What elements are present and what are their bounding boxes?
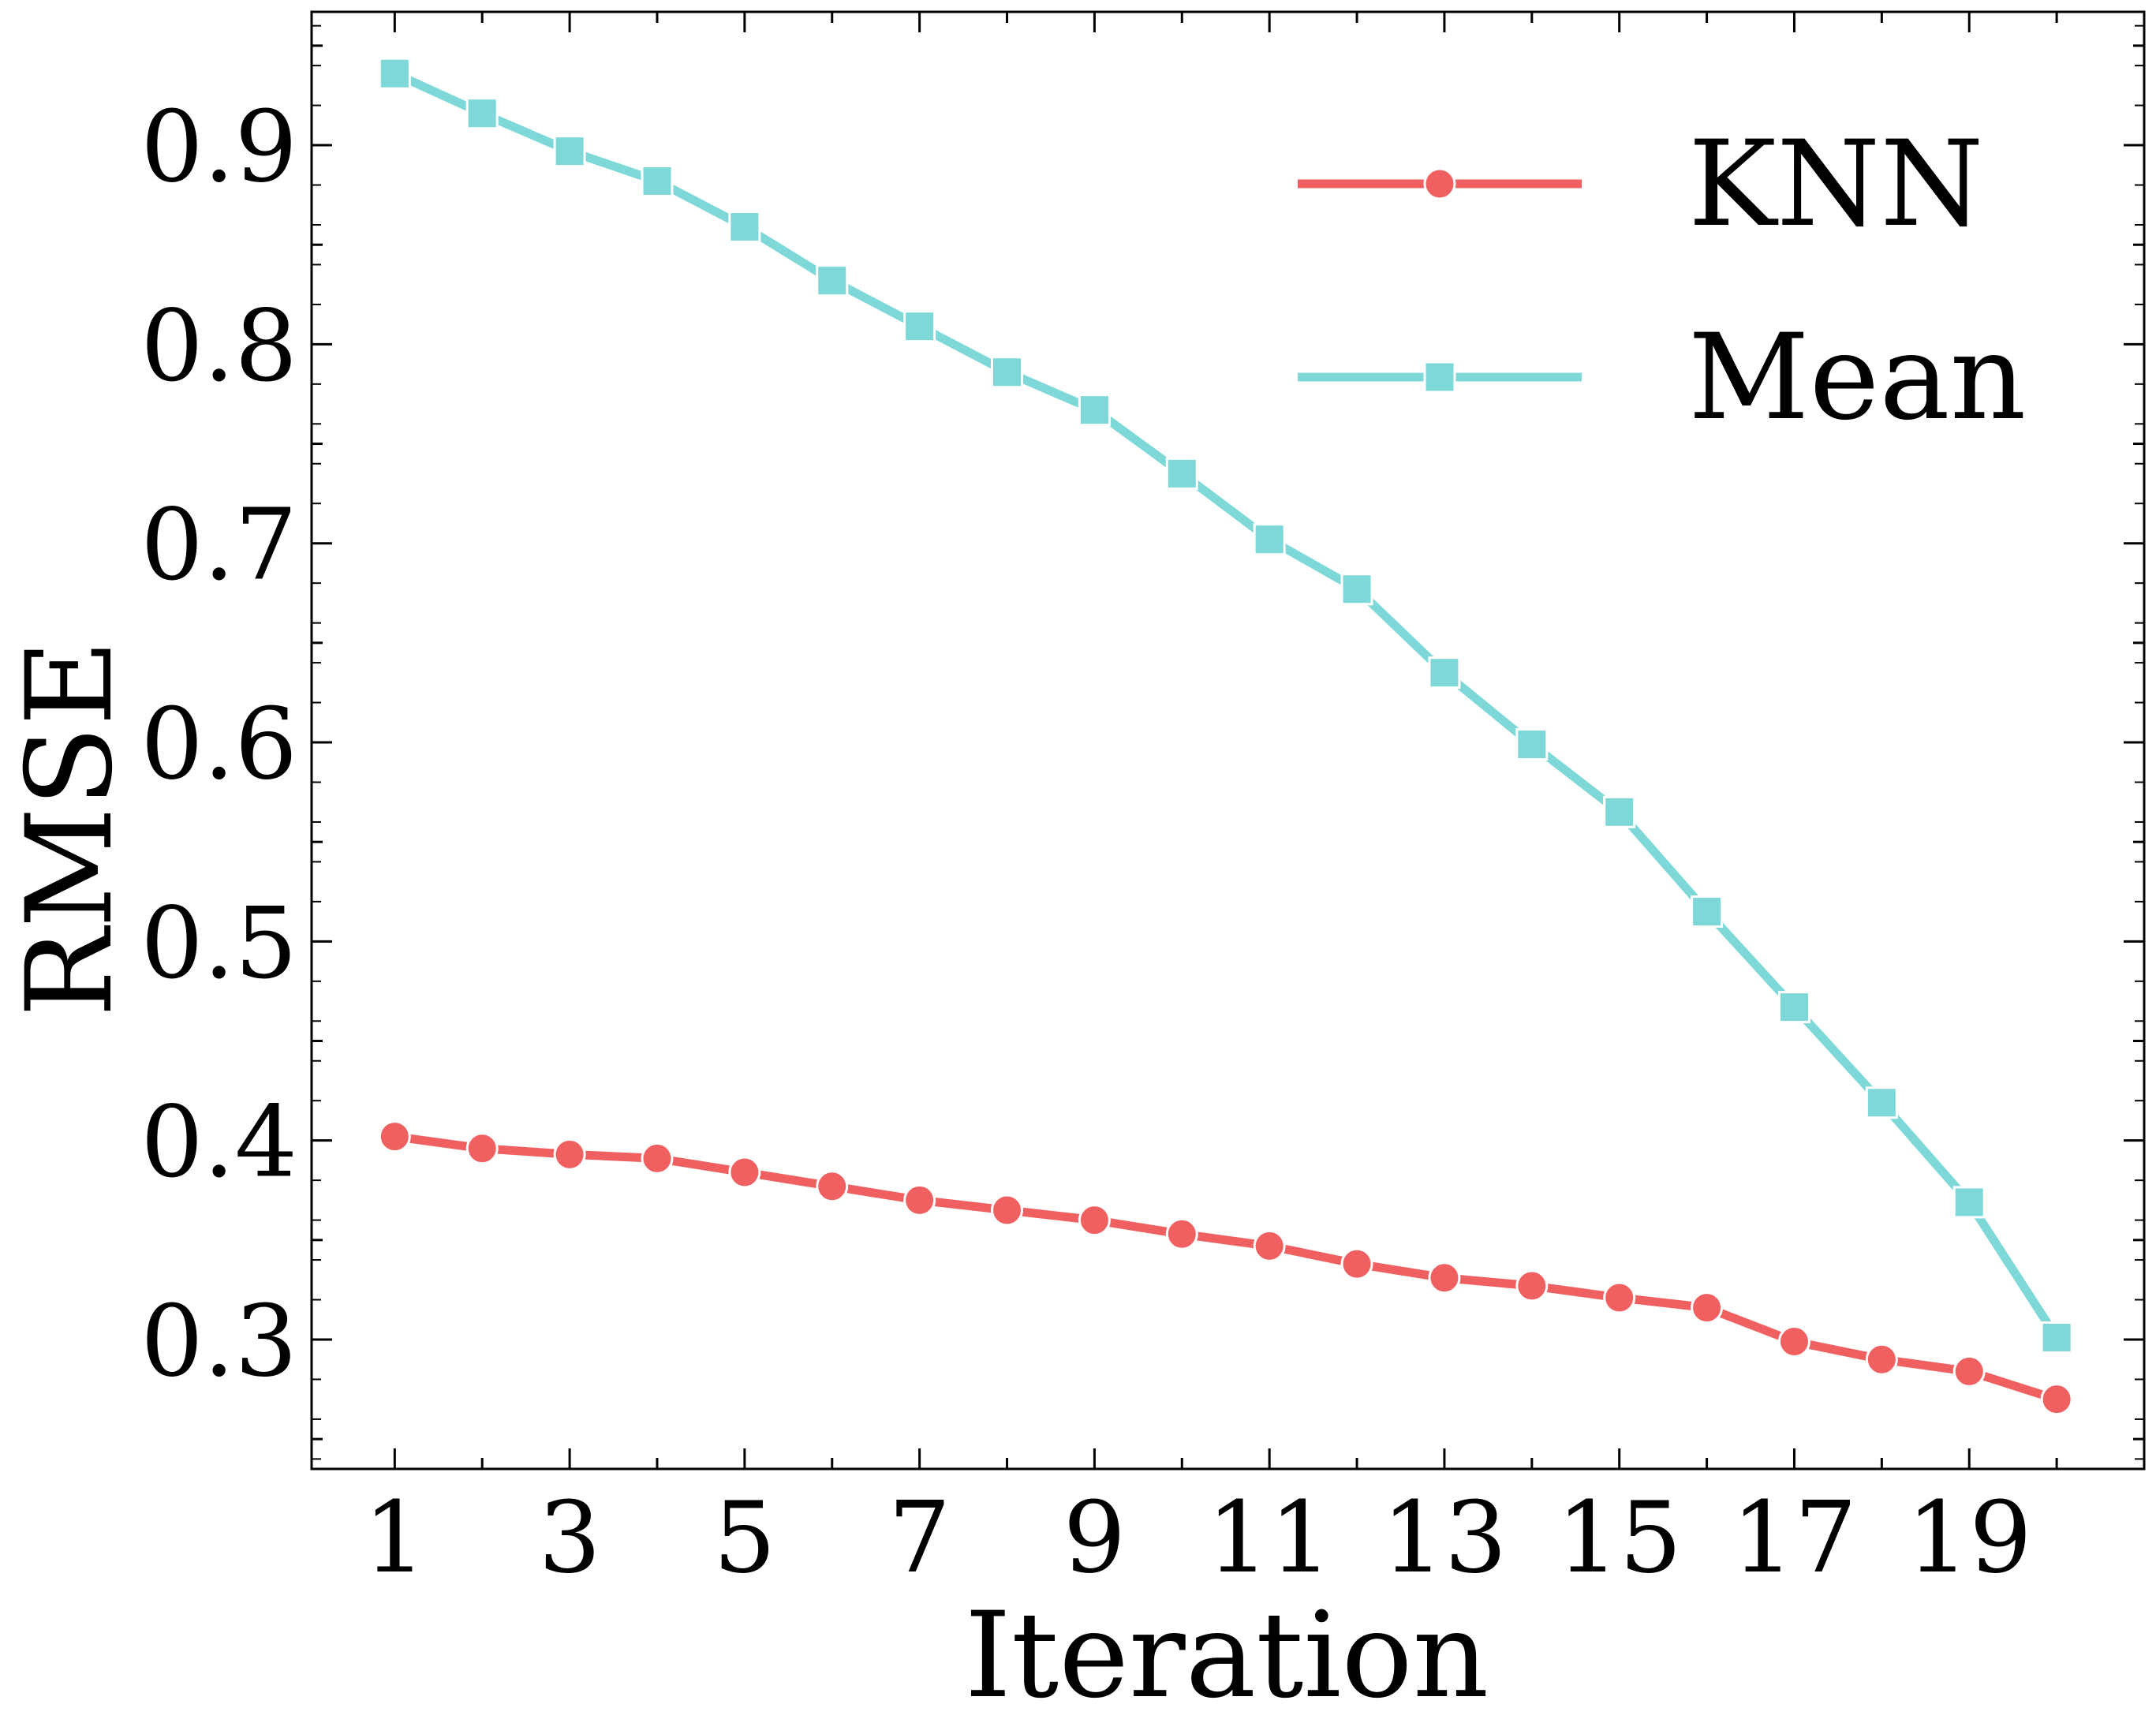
data-point-knn <box>465 1132 499 1165</box>
data-point-knn <box>553 1138 586 1171</box>
y-tick-label: 0.7 <box>140 488 297 603</box>
data-point-knn <box>1340 1247 1373 1280</box>
data-point-mean <box>1428 656 1461 689</box>
data-point-mean <box>1777 991 1810 1024</box>
legend: KNN Mean <box>1298 116 2026 447</box>
data-point-mean <box>1340 573 1373 606</box>
data-point-mean <box>1691 895 1724 928</box>
data-point-knn <box>1253 1229 1286 1262</box>
data-point-knn <box>1603 1281 1636 1314</box>
y-tick-label: 0.6 <box>140 687 297 802</box>
data-point-mean <box>553 135 586 168</box>
data-point-knn <box>1515 1269 1549 1302</box>
x-tick-label: 9 <box>1063 1481 1127 1595</box>
data-point-knn <box>378 1120 411 1153</box>
data-point-mean <box>1253 523 1286 556</box>
plot-background <box>312 12 2144 1469</box>
data-point-mean <box>465 97 499 130</box>
x-tick-label: 19 <box>1907 1481 2032 1595</box>
series-mean <box>378 57 2073 1354</box>
data-point-knn <box>991 1194 1024 1227</box>
legend-label-mean: Mean <box>1688 309 2026 447</box>
data-point-knn <box>1952 1355 1986 1388</box>
axes-layer: 1 3 5 7 9 11 13 15 17 190.30.40.50.60.70.80.9 <box>140 10 2146 1595</box>
data-point-mean <box>1952 1186 1986 1219</box>
y-tick-label: 0.9 <box>140 90 297 204</box>
series-knn <box>378 1120 2073 1416</box>
legend-marker-mean <box>1423 361 1456 394</box>
data-point-knn <box>1691 1291 1724 1325</box>
data-point-knn <box>1777 1325 1810 1358</box>
data-point-knn <box>816 1170 849 1203</box>
legend-entry-knn: KNN <box>1298 116 1984 253</box>
plot-area <box>312 12 2144 1469</box>
data-point-mean <box>378 57 411 90</box>
data-point-mean <box>728 211 761 244</box>
y-tick-label: 0.8 <box>140 289 297 403</box>
data-point-mean <box>641 164 674 197</box>
y-tick-label: 0.5 <box>140 886 297 1000</box>
data-point-knn <box>1078 1204 1111 1237</box>
x-axis-title: Iteration <box>965 1587 1489 1725</box>
y-tick-label: 0.4 <box>140 1086 297 1200</box>
x-tick-label: 1 <box>364 1481 427 1595</box>
data-point-mean <box>1078 394 1111 427</box>
data-point-knn <box>1865 1343 1898 1376</box>
data-point-mean <box>1865 1086 1898 1119</box>
data-point-knn <box>903 1183 936 1216</box>
data-point-knn <box>641 1142 674 1175</box>
legend-entry-mean: Mean <box>1298 309 2026 447</box>
data-point-mean <box>1165 457 1198 490</box>
x-tick-label: 7 <box>888 1481 951 1595</box>
axes-frame <box>310 10 2146 1471</box>
y-axis-title: RMSE <box>2 640 139 1018</box>
x-tick-label: 15 <box>1556 1481 1682 1595</box>
data-point-knn <box>1165 1217 1198 1250</box>
data-point-mean <box>2040 1321 2073 1354</box>
x-tick-label: 11 <box>1207 1481 1332 1595</box>
x-tick-label: 13 <box>1381 1481 1507 1595</box>
data-point-mean <box>903 310 936 343</box>
data-point-mean <box>991 356 1024 389</box>
data-point-knn <box>2040 1383 2073 1416</box>
data-point-mean <box>1603 795 1636 828</box>
data-point-knn <box>728 1156 761 1189</box>
x-tick-label: 17 <box>1732 1481 1857 1595</box>
legend-label-knn: KNN <box>1688 116 1984 253</box>
x-tick-label: 3 <box>538 1481 601 1595</box>
legend-marker-knn <box>1423 167 1456 200</box>
data-point-mean <box>816 264 849 297</box>
data-point-mean <box>1515 728 1549 761</box>
series-layer <box>378 57 2073 1416</box>
y-tick-label: 0.3 <box>140 1284 297 1399</box>
data-point-knn <box>1428 1261 1461 1295</box>
x-tick-label: 5 <box>713 1481 776 1595</box>
